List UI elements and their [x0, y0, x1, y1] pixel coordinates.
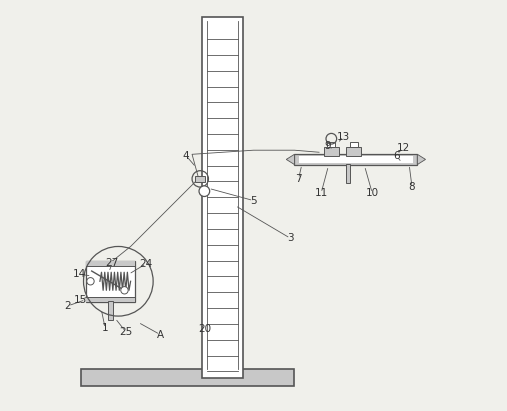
Text: A: A — [157, 330, 164, 339]
Bar — [295, 154, 417, 164]
Bar — [346, 164, 350, 183]
Text: 5: 5 — [250, 196, 257, 206]
Bar — [202, 17, 243, 378]
Text: 3: 3 — [287, 233, 294, 243]
Polygon shape — [417, 154, 425, 164]
Bar — [86, 261, 135, 266]
Text: 2: 2 — [64, 301, 71, 311]
Text: 13: 13 — [337, 132, 350, 142]
Text: 9: 9 — [324, 141, 331, 151]
Bar — [327, 143, 336, 146]
Bar — [107, 301, 113, 320]
Text: 11: 11 — [314, 188, 328, 198]
Text: 14: 14 — [73, 269, 87, 279]
Circle shape — [199, 186, 210, 196]
Text: 6: 6 — [393, 151, 400, 162]
Bar — [346, 146, 361, 155]
Bar — [86, 261, 135, 302]
Bar — [324, 146, 339, 155]
Polygon shape — [286, 154, 295, 164]
Text: 24: 24 — [139, 259, 153, 269]
Text: 8: 8 — [409, 182, 415, 192]
Circle shape — [87, 277, 94, 285]
Bar — [299, 155, 413, 163]
Text: 20: 20 — [198, 324, 211, 334]
Text: 1: 1 — [102, 323, 108, 333]
Text: 4: 4 — [183, 150, 189, 161]
Bar — [86, 297, 135, 302]
Text: 12: 12 — [396, 143, 410, 153]
Bar — [195, 175, 205, 182]
Text: 27: 27 — [105, 258, 119, 268]
Text: 15: 15 — [74, 295, 87, 305]
Text: 10: 10 — [366, 188, 379, 198]
Bar — [82, 369, 295, 386]
Text: 25: 25 — [119, 327, 132, 337]
Bar — [350, 143, 358, 146]
Text: 7: 7 — [295, 174, 302, 184]
Circle shape — [121, 286, 128, 294]
